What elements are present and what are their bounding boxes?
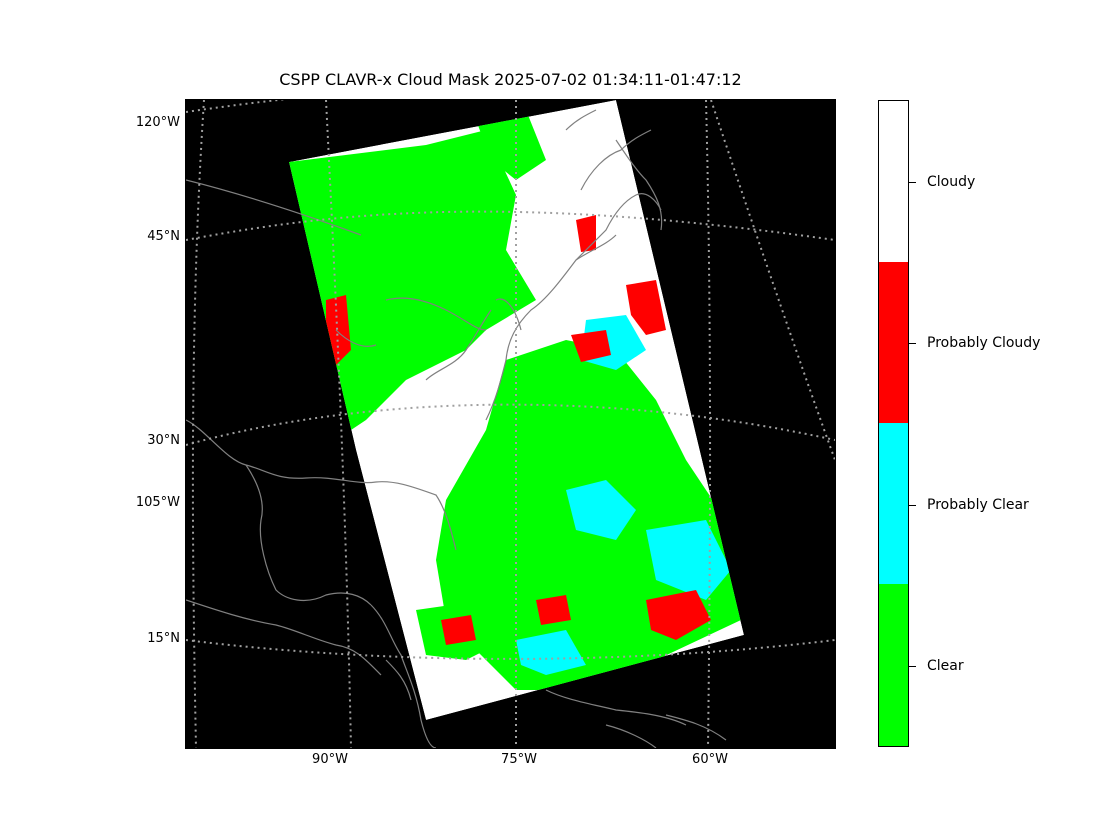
axis-label-75w: 75°W [501,752,537,767]
probably-cloudy-patch-4 [646,590,711,640]
axis-label-105w: 105°W [135,495,180,510]
axis-label-120w: 120°W [135,115,180,130]
chart-title: CSPP CLAVR-x Cloud Mask 2025-07-02 01:34… [279,70,742,89]
clear-region-northeast [476,110,546,180]
probably-cloudy-patch-2 [571,330,611,362]
colorbar-segment-probably-cloudy [879,262,908,423]
probably-cloudy-patch-5 [536,595,571,625]
probably-cloudy-patch-1 [626,280,666,335]
colorbar-segment-probably-clear [879,423,908,584]
axis-label-60w: 60°W [692,752,728,767]
probably-cloudy-patch-6 [441,615,476,645]
colorbar-tick-clear [909,666,916,667]
graticule [186,100,835,748]
probably-clear-patch-4 [516,630,586,675]
colorbar-segment-clear [879,584,908,746]
colorbar-tick-cloudy [909,182,916,183]
clear-region-north [289,130,536,430]
probably-cloudy-patch-3 [326,295,351,365]
probably-clear-patch-2 [566,480,636,540]
colorbar-label-clear: Clear [927,658,964,674]
axis-label-45n: 45°N [147,229,180,244]
coastlines [186,109,727,748]
map-panel[interactable] [185,99,836,749]
colorbar-label-probably-cloudy: Probably Cloudy [927,335,1041,351]
probably-cloudy-patch-7 [576,215,596,252]
colorbar [878,100,909,747]
colorbar-segment-cloudy [879,101,908,262]
colorbar-label-cloudy: Cloudy [927,174,976,190]
cloud-mask-swath [289,100,744,720]
colorbar-tick-probably-cloudy [909,343,916,344]
colorbar-tick-probably-clear [909,505,916,506]
axis-label-90w: 90°W [312,752,348,767]
axis-label-30n: 30°N [147,433,180,448]
axis-label-15n: 15°N [147,631,180,646]
colorbar-label-probably-clear: Probably Clear [927,497,1029,513]
